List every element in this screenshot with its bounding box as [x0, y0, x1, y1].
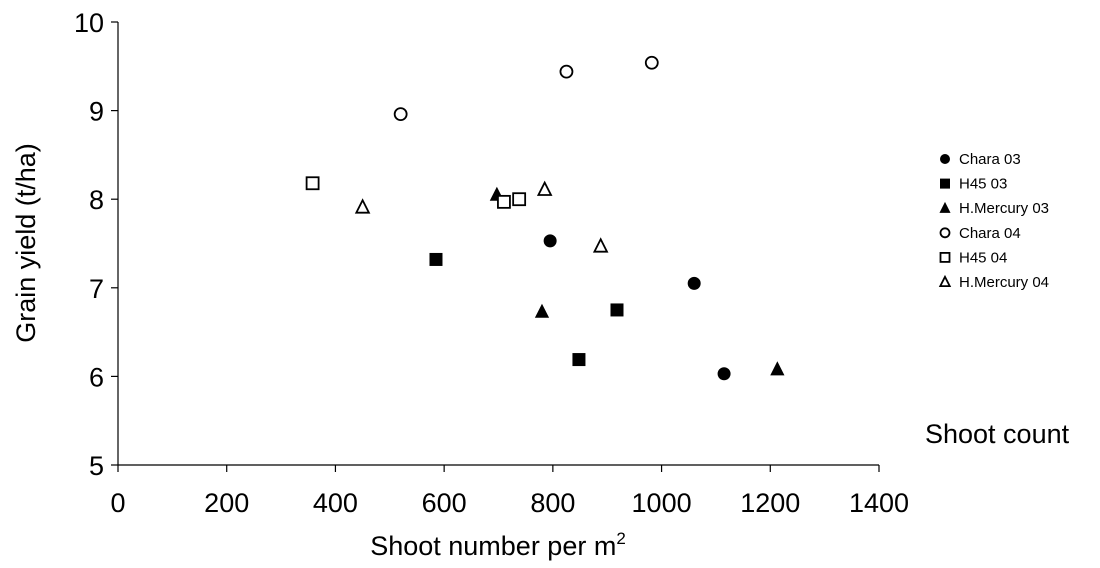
data-point-chara-03: [687, 276, 701, 290]
data-point-h45-03: [572, 353, 586, 367]
y-tick-label: 9: [89, 97, 104, 127]
data-point-h-mercury-04: [354, 198, 371, 214]
data-point-h45-03: [429, 252, 443, 266]
x-axis-title-text: Shoot number per m: [370, 531, 616, 561]
data-point-h45-04: [512, 192, 527, 207]
data-point-h-mercury-03: [770, 361, 785, 376]
y-tick-label: 10: [74, 8, 104, 38]
x-tick-label: 800: [530, 488, 575, 518]
data-point-chara-03: [543, 234, 557, 248]
x-tick-label: 0: [110, 488, 125, 518]
x-tick-label: 600: [422, 488, 467, 518]
legend-label-h45-04: H45 04: [959, 249, 1007, 266]
legend-label-h45-03: H45 03: [959, 176, 1007, 193]
data-point-h-mercury-04: [592, 237, 609, 253]
y-axis-title: Grain yield (t/ha): [11, 143, 41, 343]
legend-marker-h-mercury-04: [938, 274, 952, 288]
x-tick-label: 1000: [632, 488, 692, 518]
x-tick-label: 200: [204, 488, 249, 518]
data-point-h45-03: [610, 303, 624, 317]
data-point-chara-04: [393, 107, 408, 122]
data-point-chara-04: [559, 64, 574, 79]
y-tick-label: 6: [89, 362, 104, 392]
data-point-h-mercury-03: [534, 303, 550, 318]
legend-marker-h-mercury-03: [939, 201, 951, 213]
legend-marker-chara-04: [939, 227, 951, 239]
x-axis-title: Shoot number per m2: [370, 529, 626, 561]
tick-labels: 5 6 7 8 9 10 0 200 400 600 800 1000 1200 1400: [74, 8, 909, 518]
y-tick-label: 7: [89, 274, 104, 304]
data-point-h45-04: [305, 176, 320, 191]
legend-marker-h45-04: [939, 251, 951, 263]
legend-label-chara-03: Chara 03: [959, 151, 1021, 168]
legend-marker-h45-03: [940, 178, 950, 189]
x-tick-label: 1200: [740, 488, 800, 518]
legend-marker-chara-03: [940, 154, 950, 164]
data-point-chara-04: [644, 55, 659, 70]
data-point-h-mercury-04: [536, 180, 553, 196]
data-point-h45-04: [497, 194, 511, 209]
legend-label-chara-04: Chara 04: [959, 225, 1021, 242]
legend-label-h-mercury-04: H.Mercury 04: [959, 274, 1049, 291]
y-tick-label: 8: [89, 185, 104, 215]
x-axis-title-superscript: 2: [616, 529, 625, 548]
x-tick-label: 1400: [849, 488, 909, 518]
data-points: [305, 55, 785, 381]
y-tick-label: 5: [89, 451, 104, 481]
data-point-chara-03: [717, 367, 731, 381]
x-tick-label: 400: [313, 488, 358, 518]
legend: Chara 03 H45 03 H.Mercury 03 Chara 04 H45 04…: [938, 151, 1049, 291]
legend-label-h-mercury-03: H.Mercury 03: [959, 200, 1049, 217]
shoot-count-annotation: Shoot count: [925, 419, 1070, 449]
axes: [111, 21, 880, 472]
